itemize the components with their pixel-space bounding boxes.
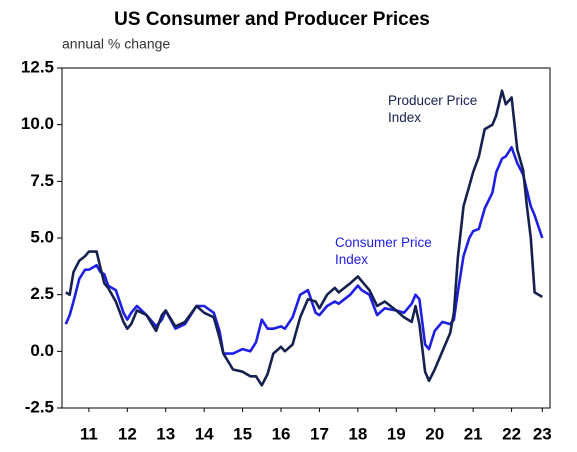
plot-frame [61, 67, 551, 409]
x-tick-label: 20 [425, 424, 444, 443]
y-tick-label: -2.5 [25, 397, 54, 416]
x-tick-label: 12 [118, 424, 137, 443]
x-tick-label: 23 [533, 424, 552, 443]
chart-subtitle: annual % change [62, 36, 170, 52]
x-tick-label: 17 [310, 424, 329, 443]
series-line [64, 146, 544, 355]
chart-title: US Consumer and Producer Prices [114, 9, 430, 30]
x-tick-label: 15 [233, 424, 252, 443]
y-tick-label: 2.5 [30, 284, 54, 303]
x-tick-label: 11 [80, 424, 98, 443]
y-tick-label: 0.0 [30, 341, 54, 360]
x-tick-label: 13 [156, 424, 175, 443]
x-tick-label: 19 [387, 424, 406, 443]
y-tick-label: 12.5 [21, 57, 54, 76]
x-tick-label: 18 [348, 424, 367, 443]
annotation-line: Consumer Price [335, 235, 432, 250]
y-tick-label: 7.5 [30, 171, 54, 190]
y-tick-label: 10.0 [21, 114, 54, 133]
annotation: Consumer Price Index [335, 235, 432, 267]
x-tick-label: 16 [272, 424, 291, 443]
annotation-line: Index [335, 252, 368, 267]
annotation-line: Producer Price [388, 93, 477, 108]
annotation-line: Index [388, 110, 421, 125]
y-tick-label: 5.0 [30, 227, 54, 246]
x-tick-label: 14 [195, 424, 214, 443]
annotation: Producer Price Index [388, 93, 477, 125]
x-tick-label: 22 [502, 424, 521, 443]
x-tick-label: 21 [464, 424, 483, 443]
series-line [65, 89, 543, 387]
